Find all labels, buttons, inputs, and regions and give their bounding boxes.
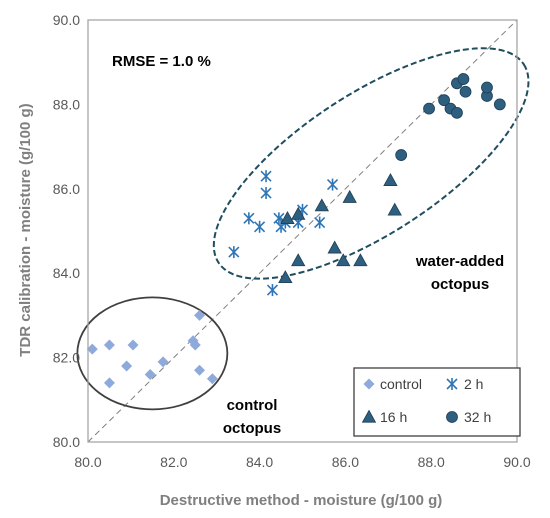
- point-16h: [280, 211, 295, 224]
- legend-label-control: control: [380, 376, 422, 392]
- x-tick-label: 88.0: [418, 454, 445, 470]
- point-16h: [314, 198, 329, 212]
- x-axis-title: Destructive method - moisture (g/100 g): [160, 492, 443, 509]
- y-tick-label: 82.0: [53, 350, 80, 366]
- x-axis-ticks: 80.0 82.0 84.0 86.0 88.0 90.0: [74, 454, 530, 470]
- y-tick-label: 90.0: [53, 12, 80, 28]
- point-control: [103, 377, 115, 389]
- control-label-line2: octopus: [223, 420, 281, 437]
- legend-label-16h: 16 h: [380, 409, 407, 425]
- point-16h: [336, 253, 351, 267]
- point-16h: [291, 206, 306, 220]
- point-2h: [254, 220, 266, 233]
- point-32h: [481, 81, 493, 94]
- legend-symbol-2h: [446, 378, 458, 390]
- x-tick-label: 90.0: [503, 454, 530, 470]
- point-control: [144, 368, 156, 380]
- point-control: [157, 356, 169, 368]
- legend-symbol-control: [363, 378, 375, 390]
- point-2h: [266, 284, 279, 297]
- point-2h: [260, 170, 272, 183]
- point-control: [189, 339, 201, 351]
- one-to-one-reference-line: [87, 19, 518, 443]
- point-2h: [228, 246, 240, 259]
- point-16h: [353, 253, 368, 267]
- water-added-group-ellipse: [212, 47, 530, 280]
- point-control: [206, 373, 218, 385]
- point-2h: [326, 178, 339, 191]
- point-16h: [327, 240, 342, 254]
- legend-label-32h: 32 h: [464, 409, 491, 425]
- point-2h: [243, 212, 255, 225]
- point-32h: [423, 102, 435, 115]
- y-tick-label: 84.0: [53, 265, 80, 281]
- y-tick-label: 86.0: [53, 181, 80, 197]
- point-32h: [438, 94, 450, 107]
- control-group-ellipse: [76, 296, 229, 411]
- rmse-annotation: RMSE = 1.0 %: [112, 53, 211, 70]
- water-added-label-line2: octopus: [431, 276, 489, 293]
- y-axis-title: TDR calibration - moisture (g/100 g): [17, 103, 34, 356]
- point-control: [127, 339, 139, 351]
- point-control: [194, 364, 206, 376]
- point-16h: [387, 202, 402, 216]
- x-tick-label: 82.0: [160, 454, 187, 470]
- point-16h: [342, 189, 357, 203]
- point-16h: [383, 173, 398, 186]
- control-label-line1: control: [227, 397, 278, 414]
- legend-box: [353, 367, 521, 437]
- legend-symbol-16h: [361, 409, 377, 423]
- y-tick-label: 80.0: [53, 434, 80, 450]
- point-2h: [260, 187, 272, 200]
- point-control: [121, 360, 133, 372]
- point-16h: [291, 253, 306, 267]
- legend-label-2h: 2 h: [464, 376, 483, 392]
- point-control: [194, 309, 206, 321]
- point-control: [103, 339, 115, 351]
- y-axis-ticks: 80.0 82.0 84.0 86.0 88.0 90.0: [53, 12, 80, 450]
- x-tick-label: 84.0: [246, 454, 273, 470]
- legend-symbols: [361, 378, 458, 423]
- x-tick-label: 80.0: [74, 454, 101, 470]
- point-16h: [278, 270, 293, 284]
- point-32h: [395, 149, 408, 161]
- data-points: [86, 73, 506, 389]
- y-tick-label: 88.0: [53, 96, 80, 112]
- plot-area-frame: [87, 19, 518, 443]
- point-32h: [451, 106, 463, 119]
- point-2h: [314, 216, 326, 229]
- x-tick-label: 86.0: [332, 454, 359, 470]
- point-control: [86, 343, 98, 355]
- legend: control 2 h 16 h 32 h: [353, 367, 521, 437]
- water-added-label-line1: water-added: [415, 253, 504, 270]
- point-32h: [457, 73, 470, 85]
- point-32h: [459, 85, 472, 98]
- point-32h: [493, 98, 506, 111]
- legend-symbol-32h: [446, 411, 458, 423]
